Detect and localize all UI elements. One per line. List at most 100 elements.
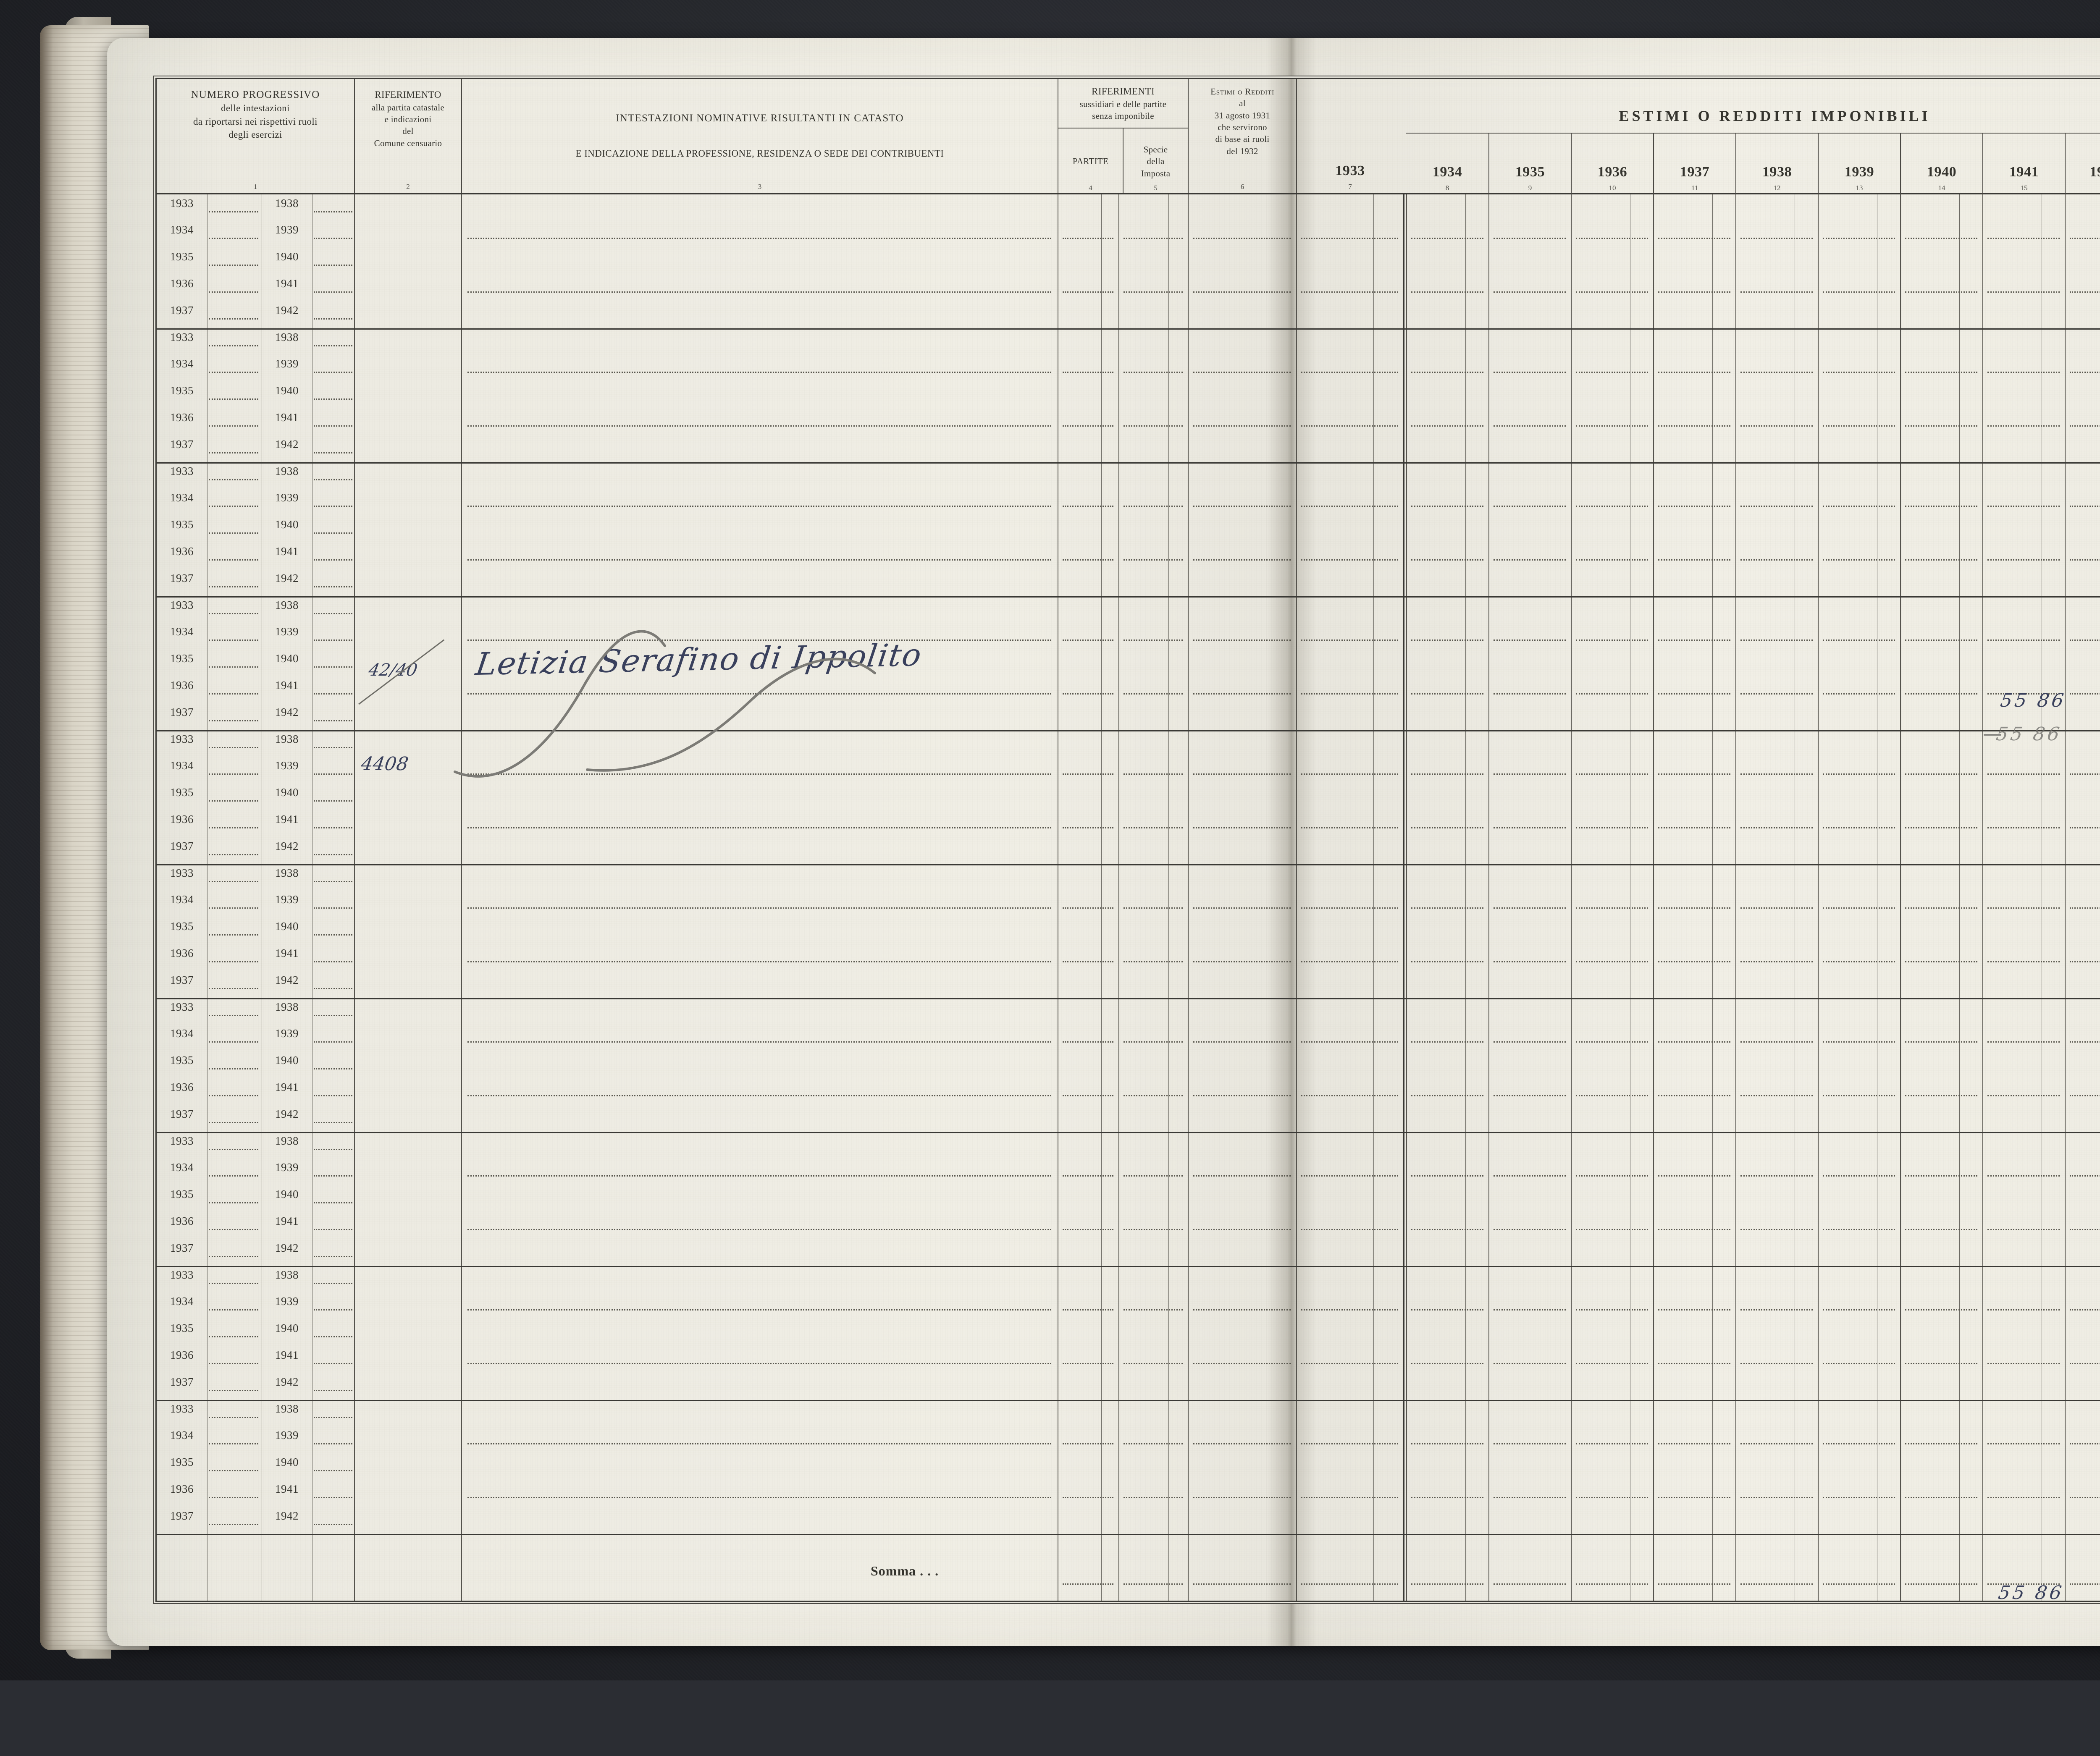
row-dotfill-money-b2-r3-c4 [1411,559,1483,561]
row-dotfill-money-b0-r1-c3 [1301,238,1398,239]
somma-dotfill-5 [1494,1583,1566,1585]
row-dotfill-num-b7-r0-1 [314,1149,352,1150]
row-dotfill-num-b6-r0-0 [209,1015,258,1016]
row-dotfill-num-b3-r2-0 [209,666,258,668]
row-year-left-b3-r0: 1933 [170,599,194,611]
row-dotfill-money-b1-r3-c5 [1494,425,1566,427]
row-dotfill-num-b8-r2-1 [314,1336,352,1337]
header-year-1939: 1939 [1844,164,1874,180]
row-dotfill-money-b1-r1-c9 [1823,372,1895,373]
row-year-right-b4-r3: 1941 [275,813,299,826]
row-dotfill-money-b3-r1-c9 [1823,639,1895,641]
row-year-left-b2-r1: 1934 [170,491,194,504]
header-col5-number: 5 [1154,183,1158,192]
row-dotfill-money-b6-r1-c9 [1823,1041,1895,1043]
row-dotfill-money-b2-r1-c7 [1658,506,1730,507]
row-dotfill-money-b6-r3-c4 [1411,1095,1483,1096]
row-dotfill-money-b9-r1-c12 [2070,1443,2100,1444]
row-dotfill-money-b7-r1-c4 [1411,1175,1483,1177]
somma-dotfill-4 [1411,1583,1483,1585]
row-dotfill-num-b0-r1-1 [314,238,352,239]
row-year-left-b6-r1: 1934 [170,1027,194,1040]
row-year-right-b5-r1: 1939 [275,893,299,906]
row-dotfill-num-b1-r3-1 [314,425,352,427]
row-dotfill-money-b3-r1-c5 [1494,639,1566,641]
row-dotfill-money-b3-r3-c6 [1576,693,1648,695]
block-separator-7 [157,1132,2100,1133]
row-year-left-b7-r0: 1933 [170,1135,194,1147]
row-dotfill-money-b6-r1-c0 [1063,1041,1113,1043]
row-dotfill-money-b1-r1-c11 [1987,372,2060,373]
row-dotfill-money-b1-r1-c7 [1658,372,1730,373]
row-year-left-b8-r1: 1934 [170,1295,194,1308]
ledger-table: NUMERO PROGRESSIVO delle intestazioni da… [155,78,2100,1604]
row-year-right-b7-r2: 1940 [275,1188,299,1200]
row-dotfill-money-b6-r3-c9 [1823,1095,1895,1096]
header-col2-line2: alla partita catastale [371,102,445,113]
row-dotfill-money-b5-r3-c12 [2070,961,2100,962]
row-dotfill-money-b3-r1-c4 [1411,639,1483,641]
header-year-1937: 1937 [1680,164,1710,180]
row-dotfill-money-b3-r3-c11 [1987,693,2060,695]
row-year-right-b8-r3: 1941 [275,1349,299,1361]
header-col-year-1941: 1941 15 [1982,133,2065,194]
row-dotfill-money-b7-r3-c3 [1301,1229,1398,1230]
row-dotfill-name-b8-r1 [467,1309,1051,1310]
row-dotfill-money-b0-r1-c1 [1124,238,1183,239]
row-dotfill-num-b7-r3-1 [314,1229,352,1230]
row-dotfill-name-b9-r3 [467,1497,1051,1498]
row-dotfill-num-b1-r2-1 [314,398,352,400]
row-dotfill-money-b8-r3-c11 [1987,1363,2060,1364]
row-dotfill-money-b9-r1-c8 [1740,1443,1813,1444]
row-dotfill-num-b5-r0-0 [209,881,258,882]
row-dotfill-name-b9-r1 [467,1443,1051,1444]
row-dotfill-money-b2-r3-c11 [1987,559,2060,561]
row-dotfill-name-b6-r3 [467,1095,1051,1096]
row-dotfill-money-b2-r3-c5 [1494,559,1566,561]
row-year-right-b3-r0: 1938 [275,599,299,611]
row-dotfill-money-b7-r1-c9 [1823,1175,1895,1177]
header-col-numero-progressivo: NUMERO PROGRESSIVO delle intestazioni da… [157,79,354,193]
row-dotfill-num-b8-r3-0 [209,1363,258,1364]
row-dotfill-money-b3-r3-c4 [1411,693,1483,695]
row-dotfill-money-b7-r3-c0 [1063,1229,1113,1230]
row-dotfill-money-b5-r3-c2 [1193,961,1291,962]
header-col1-line3: da riportarsi nei rispettivi ruoli [193,116,318,127]
column-rule-8 [1406,194,1407,1601]
row-dotfill-money-b1-r3-c3 [1301,425,1398,427]
block-separator-5 [157,864,2100,865]
row-dotfill-name-b2-r3 [467,559,1051,561]
row-year-left-b9-r1: 1934 [170,1429,194,1441]
row-dotfill-money-b4-r1-c11 [1987,773,2060,775]
row-dotfill-money-b7-r1-c11 [1987,1175,2060,1177]
row-year-left-b3-r1: 1934 [170,625,194,638]
row-dotfill-money-b9-r3-c7 [1658,1497,1730,1498]
header-col6-line3: 31 agosto 1931 [1214,110,1270,121]
column-rule-12 [1735,194,1736,1601]
row-dotfill-money-b0-r3-c0 [1063,291,1113,293]
row-dotfill-money-b4-r1-c10 [1905,773,1977,775]
row-year-right-b9-r0: 1938 [275,1402,299,1415]
row-dotfill-num-b9-r0-0 [209,1417,258,1418]
ledger-book: Mod. 111 - Imposte Dirette (Intercalare)… [40,8,2100,1667]
row-dotfill-money-b7-r3-c9 [1823,1229,1895,1230]
row-dotfill-money-b0-r1-c2 [1193,238,1291,239]
row-dotfill-money-b0-r1-c10 [1905,238,1977,239]
row-dotfill-num-b3-r2-1 [314,666,352,668]
row-year-right-b5-r4: 1942 [275,974,299,986]
row-dotfill-money-b3-r1-c10 [1905,639,1977,641]
header-col5-line1: Specie [1143,144,1168,155]
row-dotfill-money-b5-r3-c3 [1301,961,1398,962]
row-dotfill-money-b7-r3-c11 [1987,1229,2060,1230]
row-year-left-b9-r0: 1933 [170,1402,194,1415]
row-dotfill-money-b5-r1-c4 [1411,907,1483,909]
row-dotfill-money-b9-r3-c8 [1740,1497,1813,1498]
row-year-left-b6-r0: 1933 [170,1001,194,1013]
row-year-left-b4-r4: 1937 [170,840,194,852]
row-dotfill-num-b7-r4-0 [209,1256,258,1257]
centesimi-rule-10 [1959,194,1960,1601]
row-year-left-b5-r1: 1934 [170,893,194,906]
header-year-1935-number: 9 [1528,184,1532,192]
column-rule-6 [1296,194,1297,1601]
row-dotfill-money-b8-r1-c7 [1658,1309,1730,1310]
